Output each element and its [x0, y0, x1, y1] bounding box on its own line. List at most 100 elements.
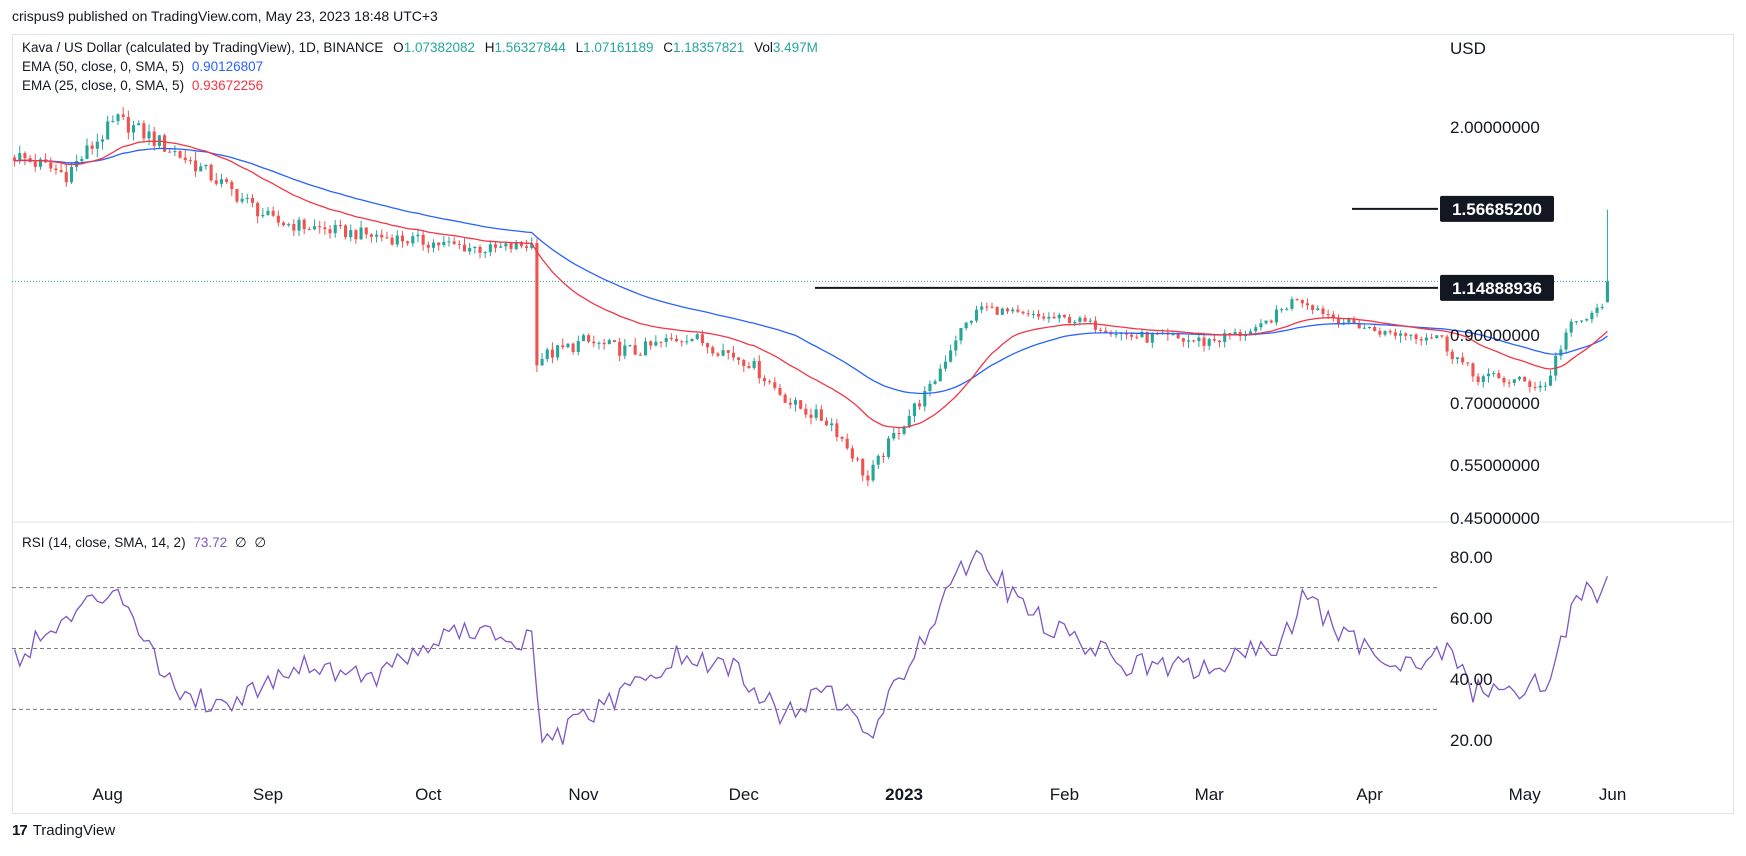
candle-body — [256, 202, 260, 217]
candle-body — [1543, 385, 1547, 387]
candle-body — [1497, 373, 1501, 379]
candle-body — [783, 394, 787, 403]
candle-body — [13, 157, 17, 161]
candle-body — [855, 458, 860, 460]
ema25-legend: EMA (25, close, 0, SMA, 5) 0.93672256 — [22, 78, 263, 93]
candle-body — [980, 306, 984, 310]
candle-body — [1435, 335, 1439, 339]
candle-body — [1569, 321, 1573, 333]
candle-body — [835, 423, 839, 438]
candle-body — [1404, 333, 1408, 336]
candle-body — [1471, 363, 1475, 377]
candle-body — [1197, 337, 1201, 342]
candle-body — [1217, 340, 1222, 343]
price-label-text: 1.56685200 — [1452, 200, 1542, 219]
candle-body — [1140, 332, 1144, 338]
candle-body — [1228, 333, 1232, 335]
candle-body — [902, 426, 906, 434]
candle-body — [799, 400, 803, 409]
candle-body — [447, 241, 451, 243]
candle-body — [762, 378, 767, 382]
candle-body — [235, 189, 239, 202]
rsi-tick-label: 40.00 — [1450, 670, 1493, 689]
candle-body — [1000, 308, 1004, 315]
candle-body — [225, 179, 229, 182]
candle-body — [571, 343, 575, 352]
candle-body — [721, 350, 725, 356]
candle-body — [540, 358, 544, 366]
candle-body — [49, 162, 53, 169]
month-label: Jun — [1599, 785, 1626, 804]
candle-body — [752, 360, 756, 368]
candle-body — [38, 159, 42, 167]
candle-body — [245, 197, 249, 199]
candle-body — [587, 335, 591, 342]
price-label-text: 1.14888936 — [1452, 279, 1542, 298]
candle-body — [406, 241, 410, 244]
price-tick-label: 2.00000000 — [1450, 118, 1540, 137]
candle-body — [312, 226, 317, 230]
open-label: O — [393, 40, 404, 55]
price-tick-label: 0.90000000 — [1450, 326, 1540, 345]
candle-body — [1300, 300, 1304, 304]
candle-body — [1352, 318, 1356, 324]
candle-body — [1130, 334, 1134, 337]
candle-body — [199, 166, 203, 172]
candle-body — [1492, 373, 1496, 375]
candle-body — [69, 167, 74, 183]
month-label: May — [1509, 785, 1542, 804]
symbol-title: Kava / US Dollar (calculated by TradingV… — [22, 40, 384, 55]
candle-body — [1026, 313, 1030, 315]
candle-body — [1481, 376, 1485, 383]
chart-frame — [12, 34, 1734, 814]
candle-body — [804, 408, 808, 415]
candle-body — [137, 123, 141, 126]
candle-body — [1202, 337, 1206, 346]
candle-body — [731, 352, 735, 358]
candle-body — [943, 361, 948, 369]
price-label-box — [1440, 195, 1554, 222]
candle-body — [1559, 349, 1563, 356]
candle-body — [887, 438, 891, 457]
candle-body — [897, 433, 901, 435]
candle-body — [219, 179, 223, 184]
month-label: Oct — [415, 785, 442, 804]
candle-body — [685, 341, 689, 343]
candle-body — [85, 145, 89, 159]
candle-body — [250, 197, 255, 203]
candle-body — [80, 158, 84, 162]
candle-body — [1083, 317, 1087, 322]
candle-body — [974, 309, 979, 321]
candle-body — [1047, 316, 1051, 319]
candle-body — [1367, 327, 1372, 329]
candle-body — [178, 151, 182, 158]
candle-body — [907, 415, 911, 427]
candle-body — [214, 180, 218, 184]
candle-body — [111, 121, 115, 123]
month-label: Aug — [93, 785, 123, 804]
candle-body — [1486, 373, 1491, 377]
candle-body — [566, 343, 570, 348]
rsi-tick-label: 80.00 — [1450, 548, 1493, 567]
candle-body — [240, 198, 244, 202]
candle-body — [1311, 305, 1315, 310]
candle-body — [576, 341, 580, 352]
candle-body — [1331, 314, 1335, 318]
candle-body — [385, 237, 389, 239]
candle-body — [163, 135, 167, 152]
candle-body — [1455, 357, 1459, 360]
candle-body — [602, 342, 606, 345]
candle-body — [1316, 308, 1320, 310]
candle-body — [1254, 327, 1258, 332]
candle-body — [1373, 327, 1377, 331]
candle-body — [323, 227, 327, 230]
ema50-legend: EMA (50, close, 0, SMA, 5) 0.90126807 — [22, 59, 263, 74]
candle-body — [876, 455, 880, 465]
candle-body — [509, 243, 513, 249]
candle-body — [468, 247, 472, 252]
candle-body — [380, 234, 384, 238]
candle-body — [473, 246, 477, 248]
candle-body — [824, 420, 829, 426]
footer-brand: 17 TradingView — [12, 822, 115, 839]
candle-body — [726, 350, 730, 353]
